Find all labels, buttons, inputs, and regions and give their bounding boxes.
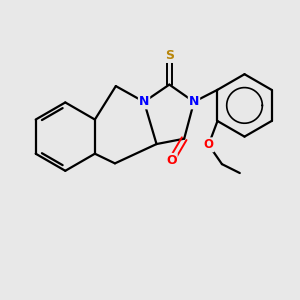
Text: O: O <box>166 154 177 167</box>
Text: N: N <box>139 95 149 108</box>
Text: S: S <box>165 49 174 62</box>
Text: N: N <box>189 95 199 108</box>
Text: O: O <box>204 138 214 151</box>
